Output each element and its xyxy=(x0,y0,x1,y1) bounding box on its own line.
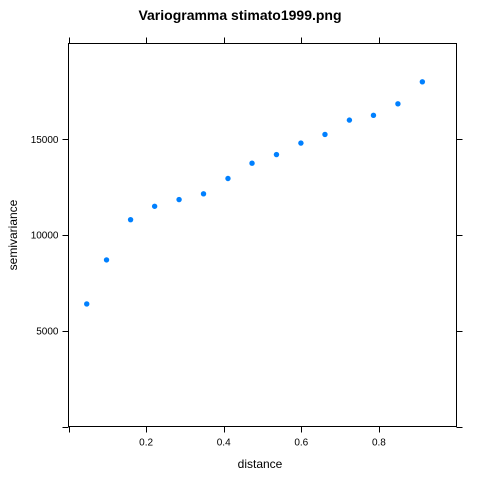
y-axis-label: semivariance xyxy=(6,199,20,270)
x-axis-label: distance xyxy=(238,457,283,471)
data-point xyxy=(420,79,425,84)
x-tick-label: 0.2 xyxy=(139,438,153,449)
data-point xyxy=(128,217,133,222)
x-tick-label: 0.8 xyxy=(372,438,386,449)
data-point xyxy=(274,152,279,157)
data-point xyxy=(104,257,109,262)
data-point xyxy=(249,160,254,165)
data-point xyxy=(298,140,303,145)
y-tick-label: 5000 xyxy=(36,326,59,337)
data-point xyxy=(371,113,376,118)
data-points xyxy=(84,79,425,307)
data-point xyxy=(84,301,89,306)
data-point xyxy=(395,101,400,106)
data-point xyxy=(225,176,230,181)
data-point xyxy=(322,132,327,137)
x-tick-label: 0.4 xyxy=(217,438,231,449)
plot-frame xyxy=(69,44,457,427)
y-tick-label: 15000 xyxy=(31,135,59,146)
data-point xyxy=(201,191,206,196)
data-point xyxy=(176,197,181,202)
x-tick-label: 0.6 xyxy=(294,438,308,449)
data-point xyxy=(152,204,157,209)
axis-ticks: 0.2 0.4 0.6 0.8 5000 10000 15000 xyxy=(31,38,463,449)
y-tick-label: 10000 xyxy=(31,231,59,242)
chart-title: Variogramma stimato1999.png xyxy=(138,7,341,23)
data-point xyxy=(347,117,352,122)
